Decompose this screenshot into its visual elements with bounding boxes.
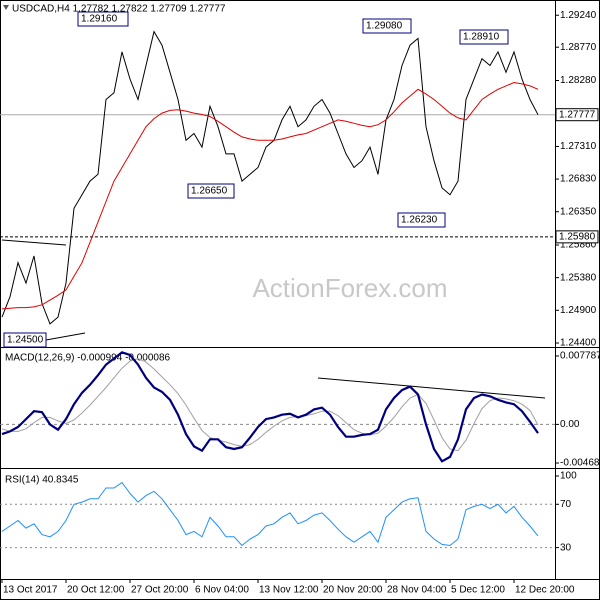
series-line [1,81,539,310]
annotation-box [3,332,47,348]
y-tick-label: 1.28770 [560,42,597,53]
current-price-label: 1.27777 [559,109,596,120]
x-tick-label: 27 Oct 20:00 [131,585,189,596]
rsi-title: RSI(14) 40.8345 [5,475,79,486]
y-tick-label: 1.28280 [560,75,597,86]
macd-title: MACD(12,26,9) -0.000994 -0.000086 [5,353,171,364]
y-tick-label: 1.24900 [560,305,597,316]
x-tick-label: 28 Nov 04:00 [387,585,447,596]
series-line [1,351,539,463]
x-tick-label: 5 Dec 12:00 [451,585,505,596]
y-tick-label: 100 [560,471,577,482]
annotation-label: 1.26650 [191,186,228,197]
y-tick-label: 1.29240 [560,10,597,21]
annotation-box [459,29,509,45]
chart-title: USDCAD,H4 1.27782 1.27822 1.27709 1.2777… [12,4,226,15]
watermark: ActionForex.com [252,273,447,303]
series-line [1,481,539,547]
x-tick-label: 20 Nov 20:00 [323,585,383,596]
trend-line [45,332,86,341]
symbol-icon [3,5,9,10]
annotation-label: 1.28910 [463,32,500,43]
annotation-label: 1.26230 [401,215,438,226]
annotation-box [362,18,412,34]
price-label-box [555,108,599,122]
x-tick-label: 12 Dec 20:00 [515,585,575,596]
level-label-box [555,230,599,244]
annotation-box [397,212,446,228]
x-tick-label: 20 Oct 12:00 [67,585,125,596]
annotation-label: 1.24500 [7,335,44,346]
y-tick-label: 1.25860 [560,240,597,251]
series-line [1,30,539,325]
y-tick-label: 0.007787 [560,351,600,362]
x-tick-label: 13 Nov 12:00 [259,585,319,596]
y-tick-label: 1.27310 [560,141,597,152]
level-label: 1.25980 [559,232,596,243]
y-tick-label: 1.26350 [560,206,597,217]
y-tick-label: 1.26830 [560,174,597,185]
annotation-label: 1.29080 [366,21,403,32]
y-tick-label: 0.00 [560,419,580,430]
annotation-label: 1.29160 [81,14,118,25]
annotation-box [187,183,235,199]
y-tick-label: -0.004688 [560,458,600,469]
y-tick-label: 1.25380 [560,272,597,283]
trend-line [317,377,546,399]
y-tick-label: 30 [560,542,572,553]
trend-line [1,239,67,246]
y-tick-label: 70 [560,499,572,510]
x-tick-label: 6 Nov 04:00 [195,585,249,596]
series-line [1,357,539,452]
y-tick-label: 1.24400 [560,338,597,349]
annotation-box [77,11,129,27]
x-tick-label: 13 Oct 2017 [3,585,58,596]
